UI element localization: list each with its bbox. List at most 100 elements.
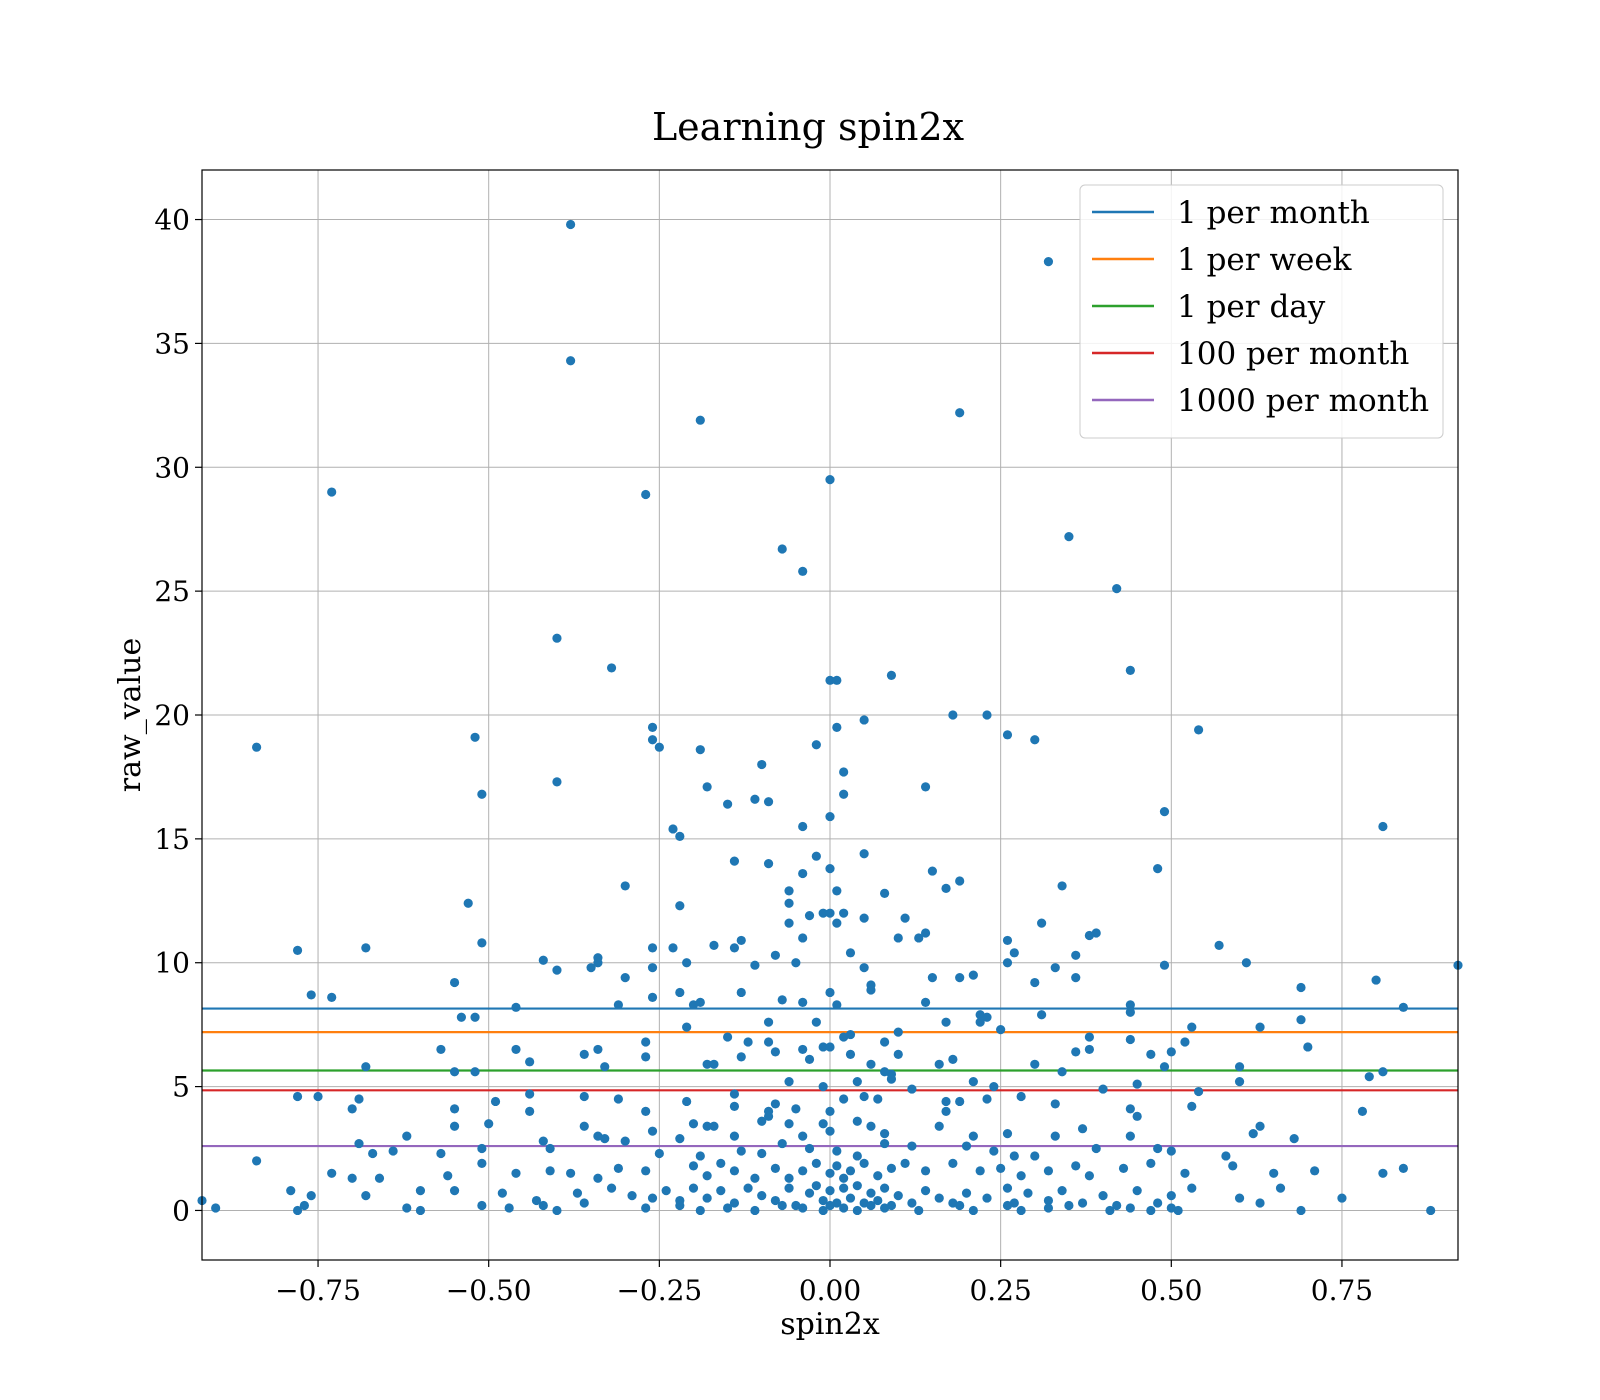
data-point	[832, 1146, 842, 1156]
data-point	[1180, 1168, 1190, 1178]
data-point	[1071, 1047, 1081, 1057]
data-point	[1146, 1205, 1156, 1216]
data-point	[470, 1067, 480, 1077]
data-point	[1166, 1047, 1176, 1057]
data-point	[477, 1200, 487, 1211]
data-point	[1125, 1000, 1135, 1010]
data-point	[1037, 1010, 1047, 1020]
data-point	[825, 1168, 835, 1178]
data-point	[586, 963, 596, 973]
data-point	[723, 799, 733, 809]
data-point	[763, 797, 774, 807]
data-point	[1398, 1163, 1408, 1173]
data-point	[306, 990, 316, 1000]
data-point	[347, 1104, 357, 1114]
data-point	[920, 1186, 931, 1196]
data-point	[545, 1166, 555, 1176]
data-point	[839, 908, 849, 918]
data-point	[955, 1200, 965, 1211]
data-point	[920, 997, 931, 1007]
data-point	[641, 489, 651, 500]
data-point	[299, 1200, 309, 1211]
data-point	[729, 1166, 740, 1176]
data-point	[566, 356, 576, 366]
data-point	[1194, 725, 1204, 735]
data-point	[811, 1017, 821, 1027]
data-point	[804, 1188, 815, 1198]
data-point	[914, 1205, 924, 1216]
data-point	[647, 963, 658, 973]
y-tick-label: 0	[172, 1194, 190, 1227]
data-point	[1043, 257, 1054, 267]
data-point	[1241, 958, 1251, 968]
data-point	[661, 1186, 671, 1196]
x-tick-label: −0.25	[616, 1274, 702, 1307]
data-point	[675, 831, 685, 841]
data-point	[968, 1205, 978, 1216]
data-point	[982, 1193, 992, 1203]
data-point	[627, 1190, 637, 1201]
data-point	[347, 1173, 357, 1183]
data-point	[1296, 1205, 1306, 1216]
data-point	[1043, 1203, 1054, 1213]
data-point	[709, 940, 719, 950]
data-point	[777, 544, 787, 554]
data-point	[975, 1166, 985, 1176]
data-point	[695, 1205, 705, 1216]
data-point	[825, 1126, 835, 1136]
y-tick-label: 40	[154, 204, 190, 237]
data-point	[873, 1171, 883, 1181]
data-point	[449, 1104, 460, 1114]
data-point	[757, 1190, 767, 1201]
data-point	[620, 881, 630, 891]
data-point	[1030, 977, 1040, 988]
data-point	[538, 1200, 548, 1211]
data-point	[948, 710, 958, 720]
data-point	[723, 1203, 733, 1213]
data-point	[914, 933, 924, 943]
data-point	[1050, 1131, 1060, 1141]
data-point	[832, 722, 842, 732]
data-point	[798, 997, 808, 1007]
data-point	[784, 1077, 794, 1087]
data-point	[845, 1049, 856, 1059]
data-point	[920, 782, 931, 792]
data-point	[839, 1203, 849, 1213]
data-point	[1098, 1084, 1108, 1094]
data-point	[1234, 1193, 1245, 1203]
data-point	[1064, 532, 1074, 542]
data-point	[1071, 972, 1081, 983]
data-point	[606, 663, 617, 673]
data-point	[757, 759, 767, 770]
data-point	[1037, 918, 1047, 928]
data-point	[859, 1091, 869, 1102]
data-point	[477, 1143, 487, 1154]
data-point	[825, 475, 835, 485]
data-point	[825, 908, 835, 918]
data-point	[1132, 1186, 1142, 1196]
data-point	[955, 1096, 965, 1107]
data-point	[845, 1193, 856, 1203]
data-point	[1071, 950, 1081, 960]
data-point	[811, 740, 821, 750]
data-point	[641, 1166, 651, 1176]
data-point	[211, 1203, 221, 1213]
data-point	[880, 1067, 890, 1077]
data-point	[763, 1111, 774, 1121]
data-point	[1357, 1106, 1368, 1116]
data-point	[675, 901, 685, 911]
data-point	[647, 722, 658, 732]
data-point	[1234, 1077, 1245, 1087]
data-point	[1248, 1129, 1258, 1139]
data-point	[948, 1158, 958, 1168]
data-point	[613, 1094, 623, 1104]
data-point	[839, 1173, 849, 1183]
data-point	[1023, 1188, 1033, 1198]
data-point	[743, 1183, 753, 1193]
data-point	[825, 1042, 835, 1052]
data-point	[825, 811, 835, 822]
data-point	[292, 945, 303, 955]
data-point	[1043, 1166, 1054, 1176]
data-point	[948, 1054, 958, 1064]
data-point	[511, 1044, 521, 1055]
